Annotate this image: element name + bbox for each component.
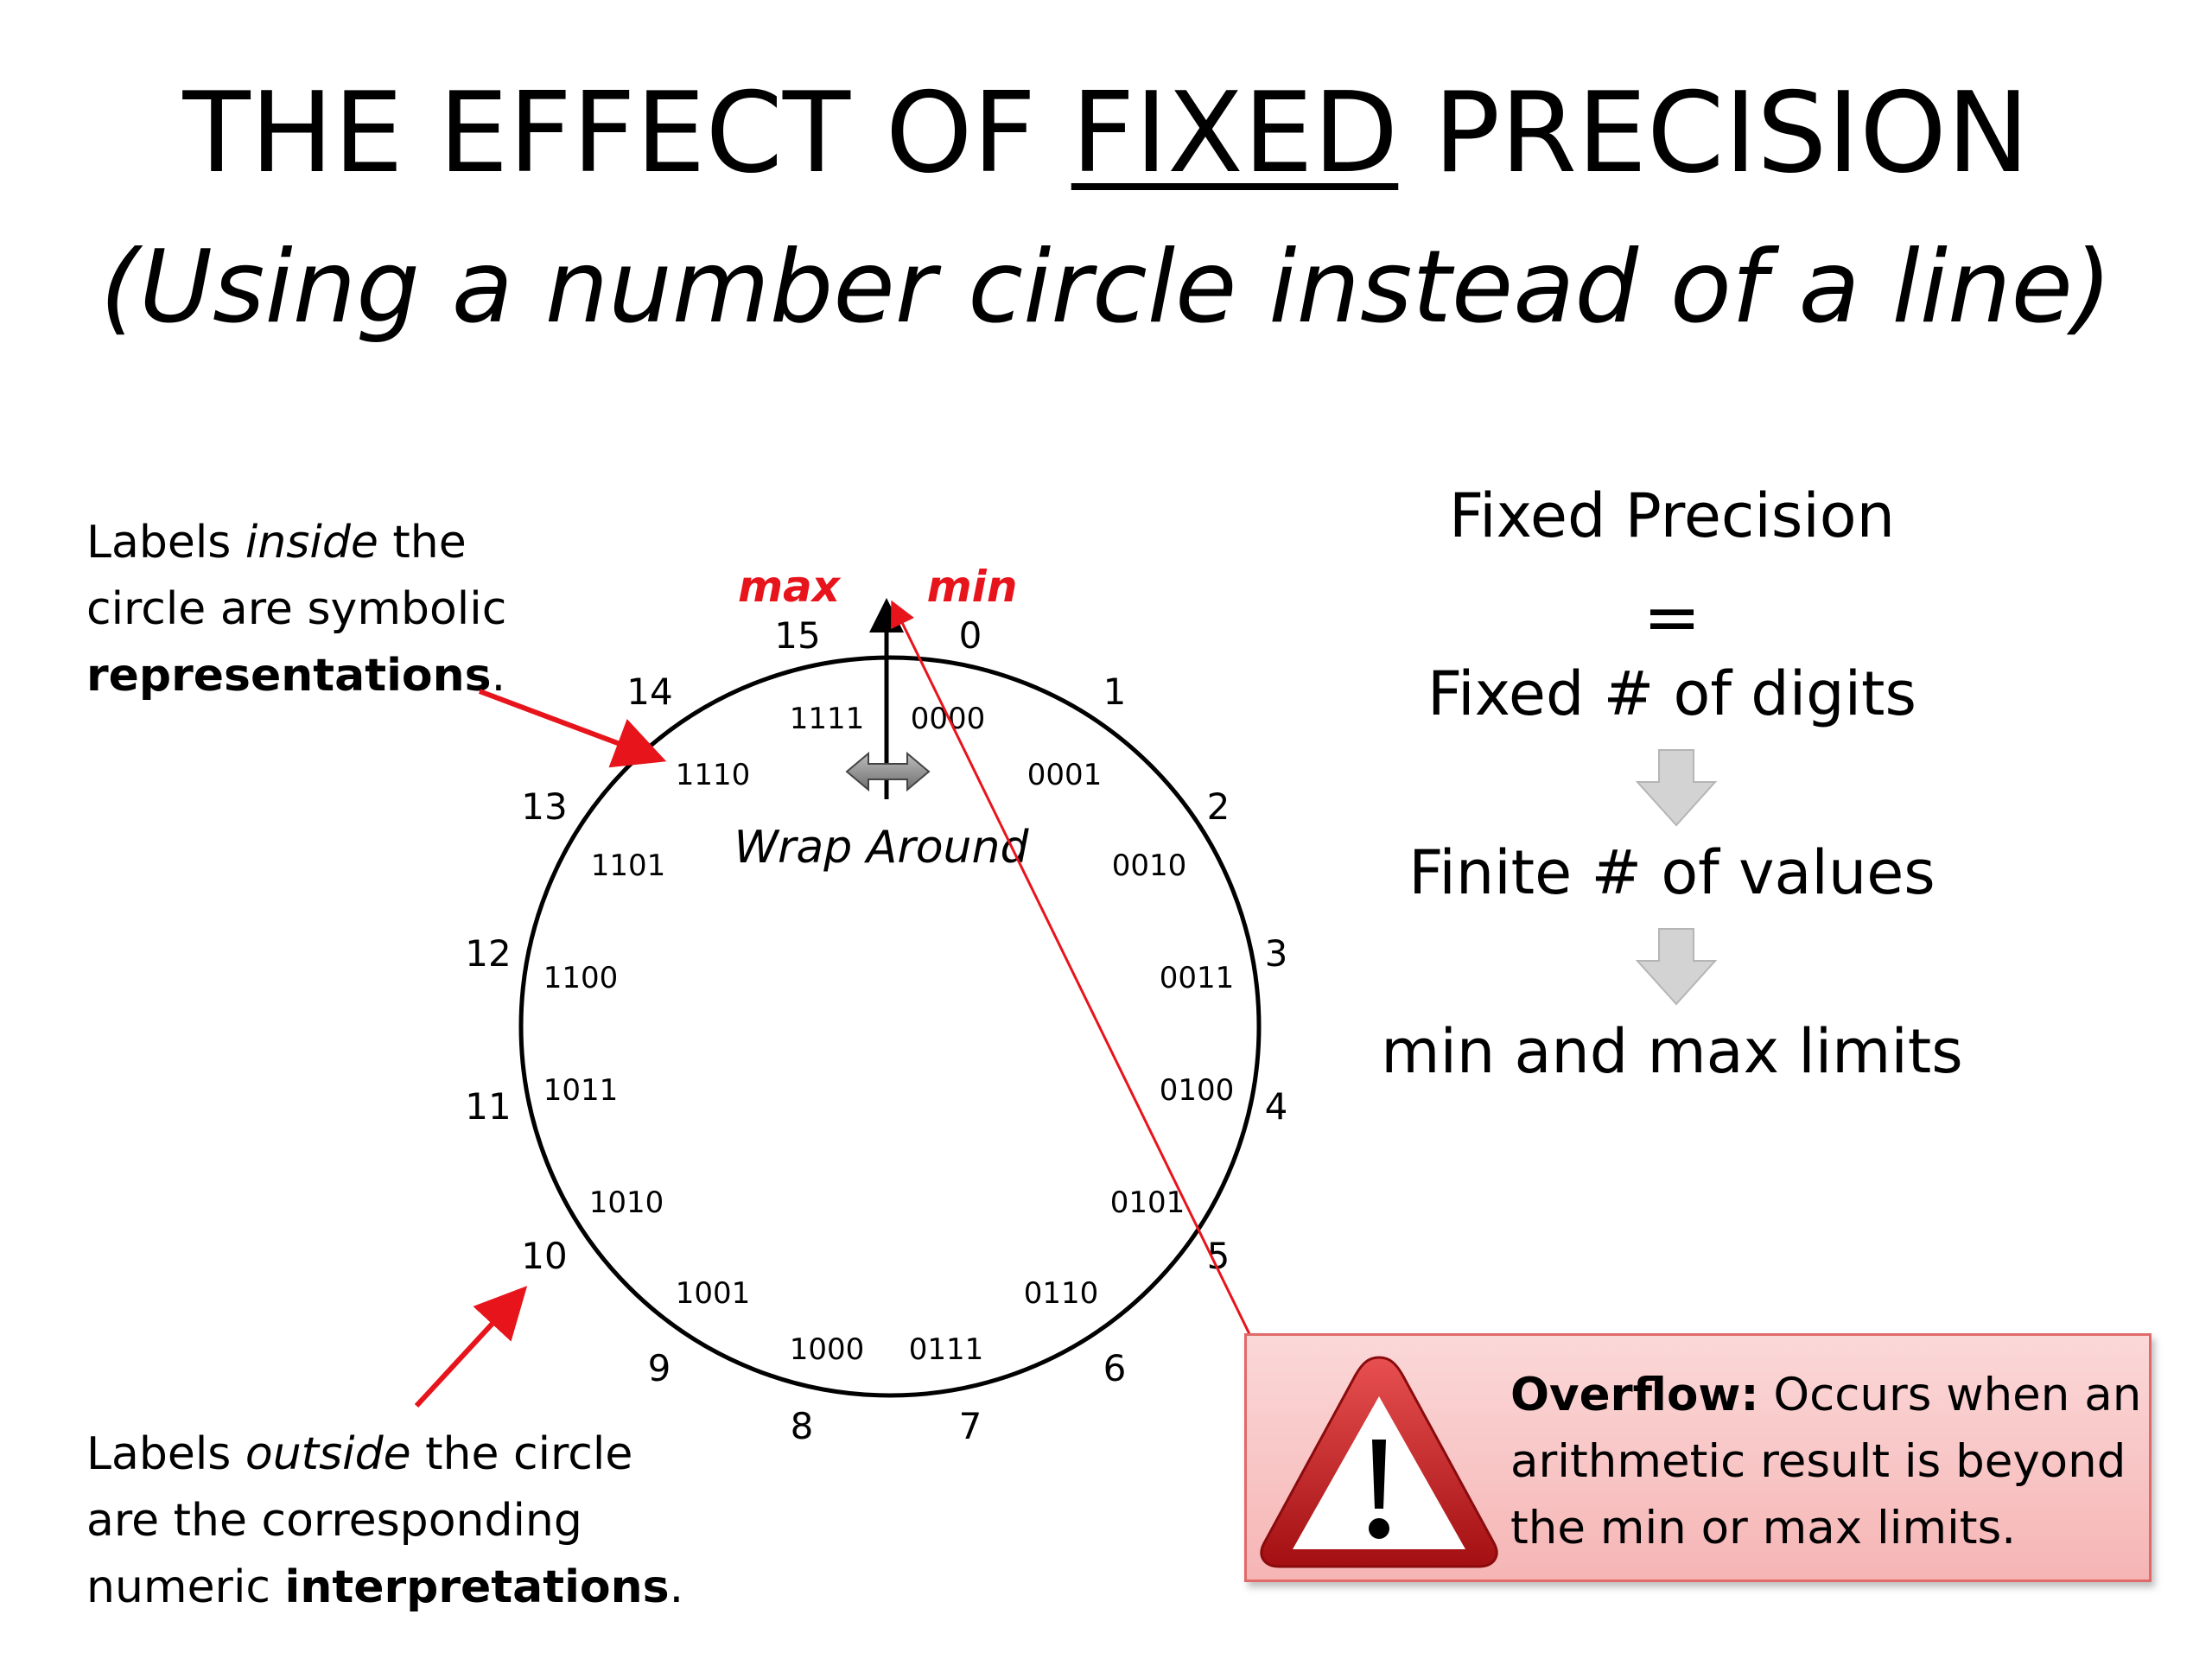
equals-sign: = bbox=[1643, 577, 1701, 658]
overflow-description: Overflow: Occurs when an arithmetic resu… bbox=[1510, 1362, 2150, 1561]
binary-label: 0011 bbox=[1160, 961, 1235, 995]
max-label: max bbox=[738, 562, 842, 612]
note-italic: inside bbox=[245, 517, 378, 569]
note-text: . bbox=[669, 1561, 684, 1613]
title-part-2: PRECISION bbox=[1398, 69, 2030, 198]
down-arrow-icon bbox=[1635, 749, 1718, 827]
numeric-label: 0 bbox=[959, 614, 982, 657]
overflow-callout-box: Overflow: Occurs when an arithmetic resu… bbox=[1244, 1333, 2152, 1582]
number-circle bbox=[518, 655, 1262, 1398]
overflow-definition: Occurs when an arithmetic result is beyo… bbox=[1510, 1369, 2142, 1554]
binary-labels: 0000 0001 0010 0011 0100 0101 0110 0111 … bbox=[543, 702, 1235, 1367]
numeric-label: 7 bbox=[959, 1405, 982, 1447]
page-title: THE EFFECT OF FIXED PRECISION bbox=[0, 69, 2212, 199]
binary-label: 1000 bbox=[790, 1332, 865, 1367]
binary-label: 0110 bbox=[1024, 1276, 1099, 1311]
note-text: the circle bbox=[410, 1428, 633, 1480]
binary-label: 0010 bbox=[1112, 849, 1187, 883]
note-bold: representations bbox=[86, 650, 492, 702]
outside-pointer-arrow bbox=[414, 1286, 528, 1408]
inside-pointer-arrow bbox=[478, 689, 667, 768]
note-text: . bbox=[491, 650, 506, 702]
numeric-label: 2 bbox=[1207, 785, 1230, 828]
min-label: min bbox=[927, 562, 1018, 612]
numeric-label: 10 bbox=[521, 1235, 567, 1277]
binary-label: 1101 bbox=[591, 849, 666, 883]
numeric-label: 6 bbox=[1103, 1347, 1127, 1389]
numeric-label: 11 bbox=[465, 1085, 511, 1128]
finite-values-label: Finite # of values bbox=[1408, 837, 1936, 908]
note-text: the bbox=[378, 517, 467, 569]
numeric-label: 1 bbox=[1103, 671, 1127, 713]
title-part-1: THE EFFECT OF bbox=[182, 69, 1071, 198]
note-line: circle are symbolic bbox=[86, 583, 507, 635]
overflow-term: Overflow: bbox=[1510, 1369, 1759, 1421]
page-subtitle: (Using a number circle instead of a line… bbox=[99, 229, 2113, 346]
binary-label: 1001 bbox=[676, 1276, 751, 1311]
numeric-label: 12 bbox=[465, 932, 511, 975]
binary-label: 0101 bbox=[1110, 1185, 1185, 1220]
numeric-label: 3 bbox=[1265, 932, 1288, 975]
title-underlined-word: FIXED bbox=[1071, 69, 1399, 198]
down-arrow-icon bbox=[1635, 928, 1718, 1006]
overflow-callout-line bbox=[891, 600, 1253, 1338]
numeric-label: 14 bbox=[626, 671, 672, 713]
inside-labels-note: Labels inside the circle are symbolic re… bbox=[86, 510, 506, 709]
numeric-label: 13 bbox=[521, 785, 567, 828]
binary-label: 1100 bbox=[543, 961, 619, 995]
note-text: numeric bbox=[86, 1561, 285, 1613]
double-arrow-icon bbox=[845, 751, 931, 792]
note-italic: outside bbox=[245, 1428, 411, 1480]
numeric-label: 4 bbox=[1265, 1085, 1288, 1128]
note-bold: interpretations bbox=[284, 1561, 670, 1613]
numeric-labels: 0 1 2 3 4 5 6 7 8 9 10 11 12 13 14 15 bbox=[465, 614, 1287, 1447]
binary-label: 1110 bbox=[676, 758, 751, 792]
fixed-digits-label: Fixed # of digits bbox=[1427, 658, 1916, 729]
binary-label: 0111 bbox=[909, 1332, 984, 1367]
binary-label: 1011 bbox=[543, 1073, 619, 1108]
numeric-label: 9 bbox=[648, 1347, 671, 1389]
numeric-label: 8 bbox=[791, 1405, 814, 1447]
note-line: are the corresponding bbox=[86, 1495, 582, 1547]
warning-icon bbox=[1260, 1356, 1498, 1568]
binary-label: 1010 bbox=[589, 1185, 664, 1220]
fixed-precision-label: Fixed Precision bbox=[1449, 480, 1895, 551]
binary-label: 0100 bbox=[1160, 1073, 1235, 1108]
note-text: Labels bbox=[86, 517, 245, 569]
binary-label: 0001 bbox=[1027, 758, 1103, 792]
min-max-limits-label: min and max limits bbox=[1381, 1016, 1963, 1087]
outside-labels-note: Labels outside the circle are the corres… bbox=[86, 1421, 683, 1621]
binary-label: 1111 bbox=[790, 702, 865, 736]
note-text: Labels bbox=[86, 1428, 245, 1480]
numeric-label: 15 bbox=[774, 614, 820, 657]
wrap-around-label: Wrap Around bbox=[734, 822, 1030, 874]
